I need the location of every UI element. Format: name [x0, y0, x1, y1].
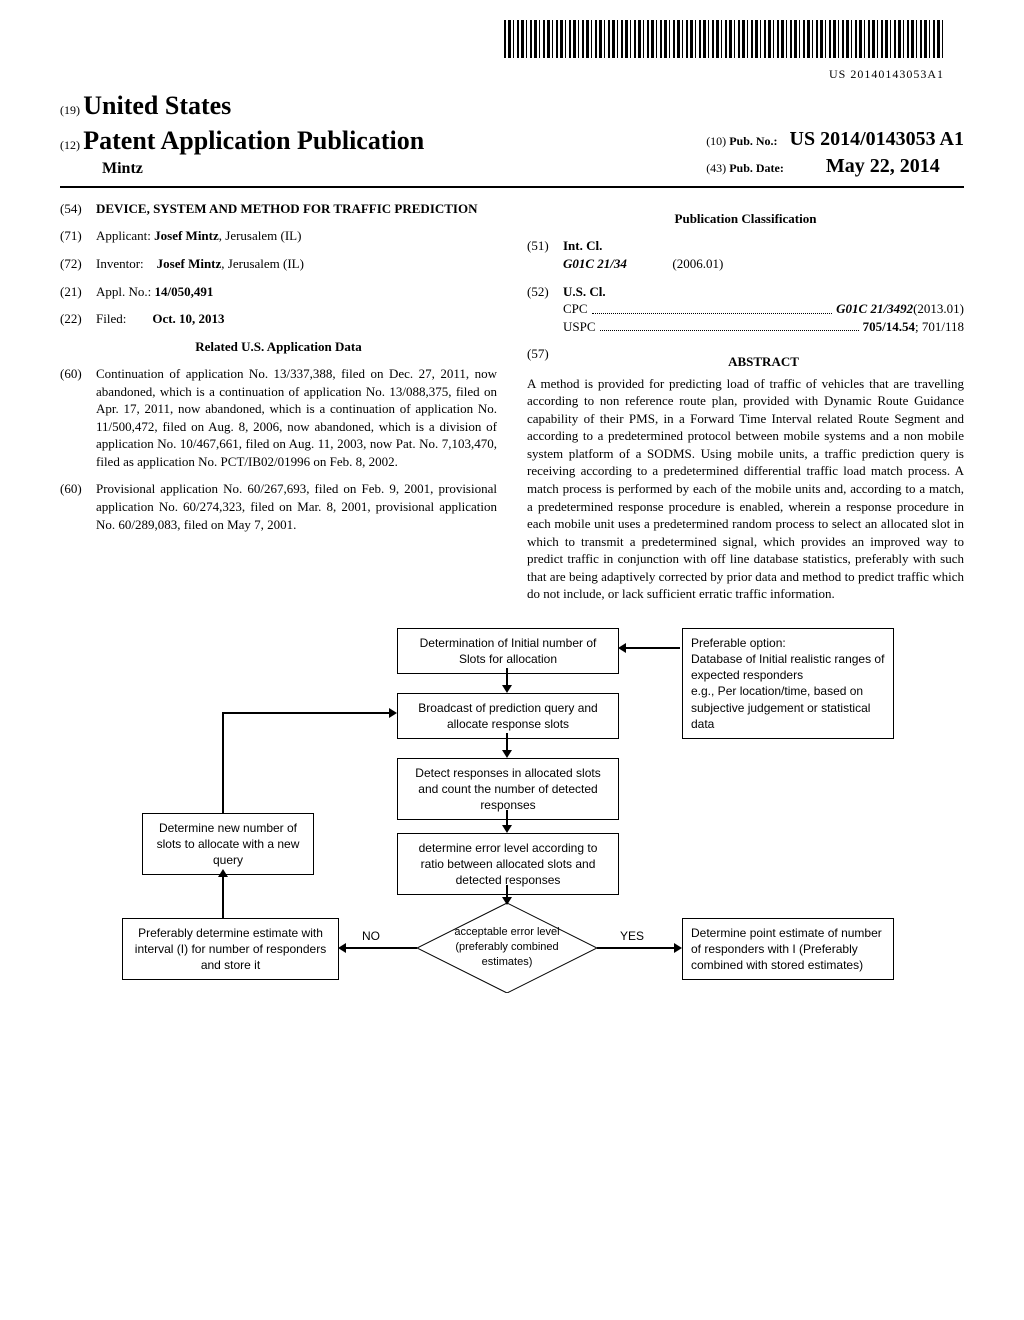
- arrow-line: [625, 647, 680, 649]
- pub-date: May 22, 2014: [826, 155, 940, 177]
- right-column: Publication Classification (51) Int. Cl.…: [527, 200, 964, 603]
- flowchart-label-no: NO: [362, 928, 380, 944]
- flowchart-node-detect: Detect responses in allocated slots and …: [397, 758, 619, 821]
- field-43-code: (43): [706, 161, 726, 175]
- intcl-label: Int. Cl.: [563, 237, 964, 255]
- left-column: (54) DEVICE, SYSTEM AND METHOD FOR TRAFF…: [60, 200, 497, 603]
- pub-class-heading: Publication Classification: [527, 210, 964, 228]
- uspc-label: USPC: [563, 318, 596, 336]
- intcl-date: (2006.01): [672, 256, 723, 271]
- field-57-code: (57): [527, 345, 563, 375]
- filed-value: Oct. 10, 2013: [152, 311, 224, 326]
- flowchart-node-broadcast: Broadcast of prediction query and alloca…: [397, 693, 619, 739]
- arrow-head-down-icon: [502, 685, 512, 693]
- abstract-heading: ABSTRACT: [563, 353, 964, 371]
- applno-label: Appl. No.:: [96, 284, 151, 299]
- arrow-line: [222, 712, 390, 714]
- header: (19) United States (12) Patent Applicati…: [60, 88, 964, 188]
- provisional-text: Provisional application No. 60/267,693, …: [96, 480, 497, 533]
- barcode-number: US 20140143053A1: [829, 67, 944, 81]
- inventor-loc: , Jerusalem (IL): [221, 256, 304, 271]
- applicant-label: Applicant:: [96, 228, 151, 243]
- cpc-date: (2013.01): [913, 300, 964, 318]
- arrow-line: [506, 733, 508, 751]
- barcode-icon: [504, 20, 944, 58]
- flowchart-decision-text: acceptable error level (preferably combi…: [437, 925, 577, 970]
- filed-label: Filed:: [96, 311, 126, 326]
- field-51-code: (51): [527, 237, 563, 272]
- field-19-value: United States: [83, 91, 231, 120]
- arrow-line: [222, 876, 224, 918]
- dot-leader: [592, 300, 833, 314]
- arrow-head-right-icon: [674, 943, 682, 953]
- invention-title: DEVICE, SYSTEM AND METHOD FOR TRAFFIC PR…: [96, 200, 497, 218]
- field-22-code: (22): [60, 310, 96, 328]
- field-21-code: (21): [60, 283, 96, 301]
- arrow-head-right-icon: [389, 708, 397, 718]
- pub-date-label: Pub. Date:: [729, 161, 784, 175]
- continuation-text: Continuation of application No. 13/337,3…: [96, 365, 497, 470]
- pub-no: US 2014/0143053 A1: [790, 128, 964, 150]
- arrow-line: [345, 947, 417, 949]
- flowchart-decision-acceptable: acceptable error level (preferably combi…: [417, 903, 597, 993]
- arrow-line: [506, 668, 508, 686]
- arrow-head-left-icon: [338, 943, 346, 953]
- flowchart-node-error-level: determine error level according to ratio…: [397, 833, 619, 896]
- arrow-line: [506, 810, 508, 826]
- arrow-line: [597, 947, 675, 949]
- flowchart-node-point-estimate: Determine point estimate of number of re…: [682, 918, 894, 981]
- field-19-code: (19): [60, 103, 80, 117]
- field-60b-code: (60): [60, 480, 96, 533]
- arrow-head-down-icon: [502, 825, 512, 833]
- abstract-text: A method is provided for predicting load…: [527, 375, 964, 603]
- field-72-code: (72): [60, 255, 96, 273]
- field-10-code: (10): [706, 134, 726, 148]
- barcode-region: US 20140143053A1: [60, 20, 964, 82]
- applicant-name: Josef Mintz: [154, 228, 219, 243]
- inventor-label: Inventor:: [96, 256, 144, 271]
- flowchart-node-initial-slots: Determination of Initial number of Slots…: [397, 628, 619, 674]
- inventor-name: Josef Mintz: [157, 256, 222, 271]
- arrow-head-down-icon: [502, 897, 512, 905]
- pub-no-label: Pub. No.:: [729, 134, 777, 148]
- field-71-code: (71): [60, 227, 96, 245]
- flowchart-node-database: Preferable option: Database of Initial r…: [682, 628, 894, 739]
- field-12-code: (12): [60, 138, 80, 152]
- field-52-code: (52): [527, 283, 563, 336]
- field-60a-code: (60): [60, 365, 96, 470]
- arrow-head-down-icon: [502, 750, 512, 758]
- intcl-symbol: G01C 21/34: [563, 256, 627, 271]
- flowchart-node-store-estimate: Preferably determine estimate with inter…: [122, 918, 339, 981]
- arrow-head-left-icon: [618, 643, 626, 653]
- applicant-loc: , Jerusalem (IL): [219, 228, 302, 243]
- author-name: Mintz: [60, 158, 424, 180]
- uspc-extra: ; 701/118: [915, 318, 964, 336]
- flowchart-figure: Determination of Initial number of Slots…: [122, 628, 902, 1108]
- arrow-line: [222, 712, 224, 813]
- field-12-value: Patent Application Publication: [83, 126, 424, 155]
- uspc-value: 705/14.54: [863, 318, 915, 336]
- flowchart-node-new-slots: Determine new number of slots to allocat…: [142, 813, 314, 876]
- related-heading: Related U.S. Application Data: [60, 338, 497, 356]
- dot-leader: [600, 318, 859, 332]
- field-54-code: (54): [60, 200, 96, 218]
- flowchart-label-yes: YES: [620, 928, 644, 944]
- uscl-label: U.S. Cl.: [563, 283, 964, 301]
- applno-value: 14/050,491: [155, 284, 214, 299]
- cpc-label: CPC: [563, 300, 588, 318]
- cpc-value: G01C 21/3492: [836, 300, 913, 318]
- arrow-head-up-icon: [218, 869, 228, 877]
